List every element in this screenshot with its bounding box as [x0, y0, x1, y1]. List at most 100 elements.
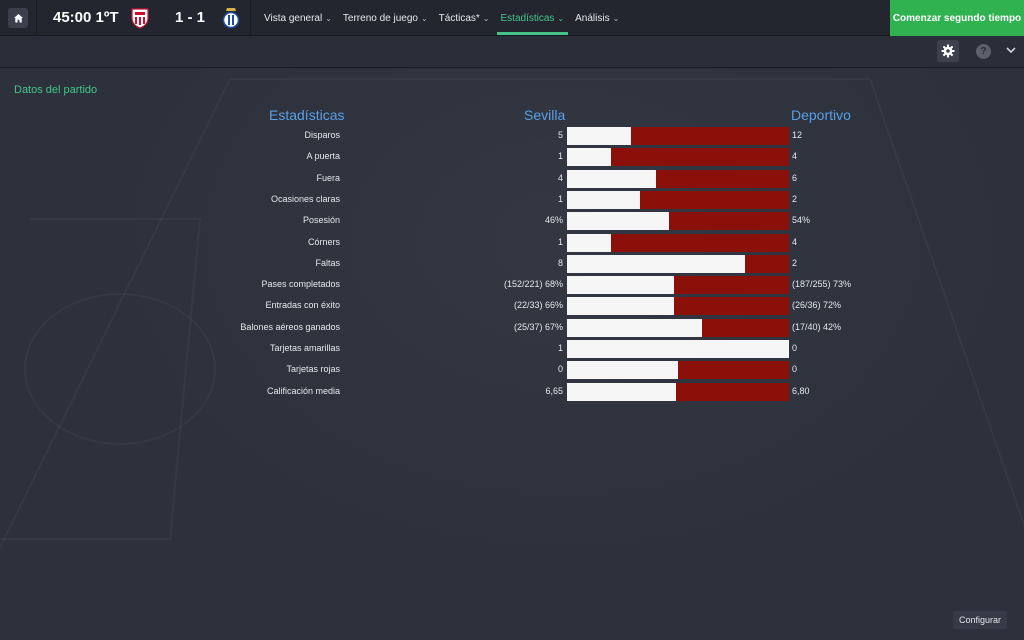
stat-label: Balones aéreos ganados [240, 322, 340, 332]
home-value: 1 [557, 151, 563, 161]
home-value: (22/33) 66% [513, 300, 563, 310]
configure-button[interactable]: Configurar [953, 611, 1007, 629]
home-value: (25/37) 67% [513, 322, 563, 332]
comparison-bar [567, 234, 789, 252]
comparison-bar [567, 361, 789, 379]
home-value: 8 [557, 258, 563, 268]
chevron-down-icon: ⌄ [420, 13, 428, 23]
stat-label: Posesión [302, 215, 340, 225]
home-button[interactable] [8, 8, 28, 28]
away-value: 54% [792, 215, 811, 225]
comparison-bar [567, 297, 789, 315]
away-value: 0 [792, 364, 798, 374]
home-share-fill [567, 383, 676, 401]
nav-terreno-de-juego[interactable]: Terreno de juego ⌄ [343, 0, 428, 36]
away-value: 6,80 [792, 386, 810, 396]
away-value: 2 [792, 194, 798, 204]
home-value: 1 [557, 237, 563, 247]
home-share-fill [567, 319, 702, 337]
comparison-bar [567, 170, 789, 188]
divider [250, 0, 251, 36]
home-value: 6,65 [545, 386, 563, 396]
nav-label: Vista general [264, 12, 323, 24]
away-value: 12 [792, 130, 803, 140]
nav-tacticas[interactable]: Tácticas* ⌄ [439, 0, 490, 36]
home-share-fill [567, 148, 611, 166]
stat-label: Disparos [304, 130, 340, 140]
main-nav: Vista general ⌄ Terreno de juego ⌄ Táctica… [264, 0, 630, 36]
away-value: (187/255) 73% [792, 279, 852, 289]
stat-label: Tarjetas rojas [286, 364, 340, 374]
stat-label: Córners [307, 237, 340, 247]
home-share-fill [567, 255, 745, 273]
stat-label: Fuera [316, 173, 340, 183]
home-share-fill [567, 297, 674, 315]
stat-label: Faltas [315, 258, 340, 268]
stat-label: Ocasiones claras [270, 194, 340, 204]
away-value: 0 [792, 343, 798, 353]
panel-title: Datos del partido [14, 84, 98, 96]
match-stats-panel [0, 69, 1024, 640]
home-share-fill [567, 276, 674, 294]
comparison-bar [567, 340, 789, 358]
comparison-bar [567, 319, 789, 337]
home-team-header: Sevilla [524, 107, 566, 123]
continue-game-button[interactable]: Comenzar segundo tiempo [890, 0, 1024, 36]
top-bar: 45:00 1ºT 1 - 1 Vista general ⌄ Terreno d… [0, 0, 1024, 36]
comparison-bar [567, 212, 789, 230]
home-value: 1 [557, 194, 563, 204]
comparison-bar [567, 191, 789, 209]
settings-button[interactable] [937, 40, 959, 62]
home-share-fill [567, 127, 631, 145]
away-value: (26/36) 72% [792, 300, 842, 310]
home-share-fill [567, 340, 789, 358]
stat-label: Tarjetas amarillas [269, 343, 340, 353]
home-value: 46% [544, 215, 563, 225]
deportivo-crest-icon [222, 8, 240, 29]
away-value: 6 [792, 173, 798, 183]
sub-toolbar [0, 36, 1024, 68]
comparison-bar [567, 383, 789, 401]
away-value: 2 [792, 258, 798, 268]
home-share-fill [567, 170, 656, 188]
nav-vista-general[interactable]: Vista general ⌄ [264, 0, 332, 36]
help-button[interactable]: ? [976, 44, 991, 59]
match-clock: 45:00 1ºT [53, 9, 119, 26]
chevron-down-icon: ⌄ [482, 13, 490, 23]
home-share-fill [567, 361, 678, 379]
home-icon [13, 13, 23, 22]
nav-analisis[interactable]: Análisis ⌄ [575, 0, 619, 36]
home-share-fill [567, 191, 640, 209]
comparison-bar [567, 148, 789, 166]
nav-label: Terreno de juego [342, 12, 418, 24]
chevron-down-icon[interactable] [1005, 44, 1017, 56]
home-value: 0 [557, 364, 563, 374]
chevron-down-icon: ⌄ [612, 13, 620, 23]
away-value: (17/40) 42% [792, 322, 842, 332]
stat-label: Calificación media [266, 386, 340, 396]
nav-label: Estadísticas [500, 12, 555, 24]
home-value: (152/221) 68% [503, 279, 563, 289]
chevron-down-icon: ⌄ [325, 13, 332, 23]
stat-label: Pases completados [261, 279, 340, 289]
home-share-fill [567, 234, 611, 252]
nav-label: Tácticas* [438, 12, 480, 24]
nav-estadisticas[interactable]: Estadísticas ⌄ [496, 0, 568, 36]
stat-label: Entradas con éxito [265, 300, 340, 310]
away-value: 4 [792, 237, 798, 247]
comparison-bar [567, 127, 789, 145]
nav-label: Análisis [575, 12, 610, 24]
home-value: 1 [557, 343, 563, 353]
home-value: 4 [557, 173, 563, 183]
away-team-header: Deportivo [791, 107, 851, 123]
match-score: 1 - 1 [175, 9, 206, 26]
home-value: 5 [557, 130, 563, 140]
comparison-bar [567, 255, 789, 273]
stat-label: A puerta [306, 151, 340, 161]
chevron-down-icon: ⌄ [557, 13, 565, 23]
comparison-bar [567, 276, 789, 294]
sevilla-crest-icon [131, 8, 149, 29]
divider [36, 0, 37, 36]
away-value: 4 [792, 151, 798, 161]
stats-column-header: Estadísticas [269, 107, 345, 123]
